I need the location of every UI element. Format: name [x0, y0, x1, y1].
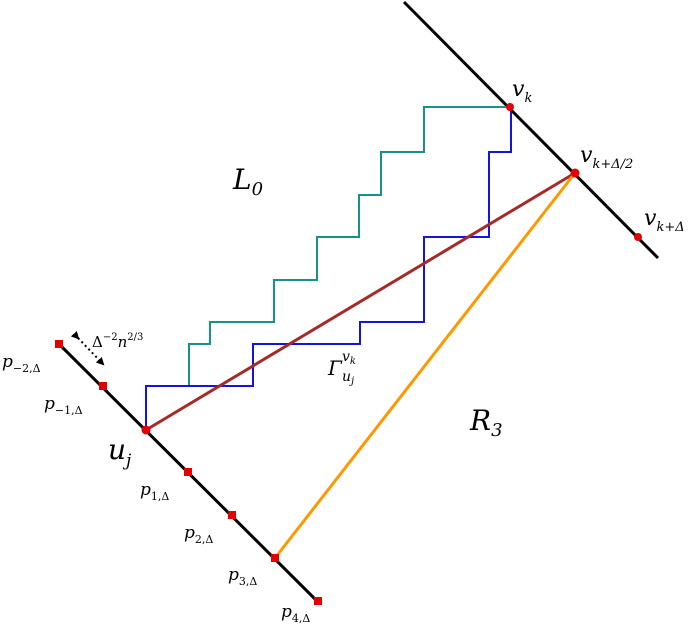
label-region-R3: R3 [469, 404, 503, 441]
brown-segment [145, 171, 576, 432]
label-region-L0: L0 [232, 163, 263, 200]
label-uj: uj [108, 433, 132, 471]
point-uj [141, 425, 151, 435]
point-p-4 [314, 597, 322, 605]
orange-segment [273, 172, 577, 559]
label-spacing: Δ−2n2/3 [92, 332, 143, 351]
point-vk [506, 103, 514, 111]
label-gamma-sub: uj [342, 369, 354, 387]
label-p-minus2: p−2,Δ [2, 352, 41, 375]
label-p-2: p2,Δ [184, 523, 213, 546]
right-boundary-line [402, 0, 660, 260]
point-p-2 [228, 511, 236, 519]
label-vk-delta: vk+Δ [644, 206, 685, 235]
label-p-1: p1,Δ [140, 480, 169, 503]
label-p-minus1: p−1,Δ [44, 394, 83, 417]
label-vk-half: vk+Δ/2 [580, 143, 633, 172]
teal-staircase-path [188, 106, 510, 386]
point-p-3 [271, 554, 279, 562]
point-vk-half [570, 168, 580, 178]
point-p-minus2 [55, 340, 63, 348]
label-gamma: Γ [327, 356, 343, 380]
blue-staircase-path [145, 107, 512, 430]
point-p-minus1 [99, 382, 107, 390]
spacing-arrow [70, 330, 105, 366]
point-vk-delta [634, 233, 642, 241]
label-vk: vk [512, 77, 532, 106]
label-p-3: p3,Δ [228, 565, 257, 588]
point-p-1 [184, 468, 192, 476]
label-p-4: p4,Δ [281, 602, 310, 625]
label-gamma-sup: vk [342, 349, 356, 367]
